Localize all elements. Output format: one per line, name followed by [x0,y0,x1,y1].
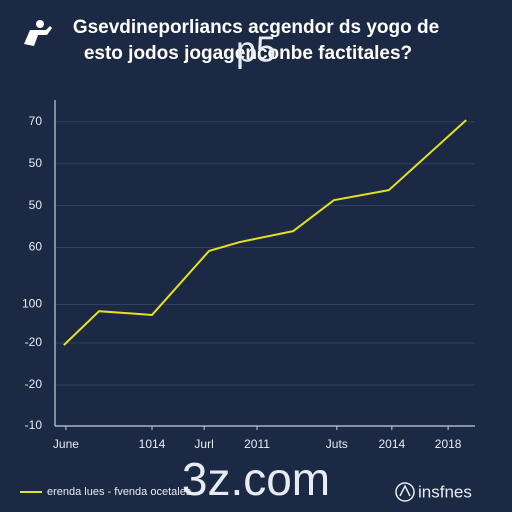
watermark: p5 [236,29,276,70]
brand-logo [395,482,415,502]
x-tick-label: 1014 [139,437,166,451]
brand: insfnes [418,482,472,501]
x-tick-label: 2014 [378,437,405,451]
brand-logo [399,484,411,497]
y-tick-label: 70 [29,114,43,128]
legend-label: erenda lues - fvenda ocetales [47,486,192,498]
y-tick-label: 50 [29,156,43,170]
watermark: 3z.com [182,453,330,505]
data-line [63,119,467,346]
y-tick-label: 100 [22,297,42,311]
icon [24,20,52,46]
x-tick-label: 2011 [244,437,270,451]
y-tick-label: -20 [25,335,43,349]
y-tick-label: 50 [29,198,43,212]
chart-subtitle: esto jodos jogagenconbe factitales? [84,43,412,64]
chart-title: Gsevdineporliancs acgendor ds yogo de [73,17,439,38]
y-tick-label: -10 [25,418,43,432]
x-tick-label: Juts [326,437,348,451]
x-tick-label: Jurl [194,437,213,451]
y-tick-label: 60 [29,240,43,254]
y-tick-label: -20 [25,377,43,391]
x-tick-label: 2018 [435,437,462,451]
x-tick-label: June [53,437,79,451]
